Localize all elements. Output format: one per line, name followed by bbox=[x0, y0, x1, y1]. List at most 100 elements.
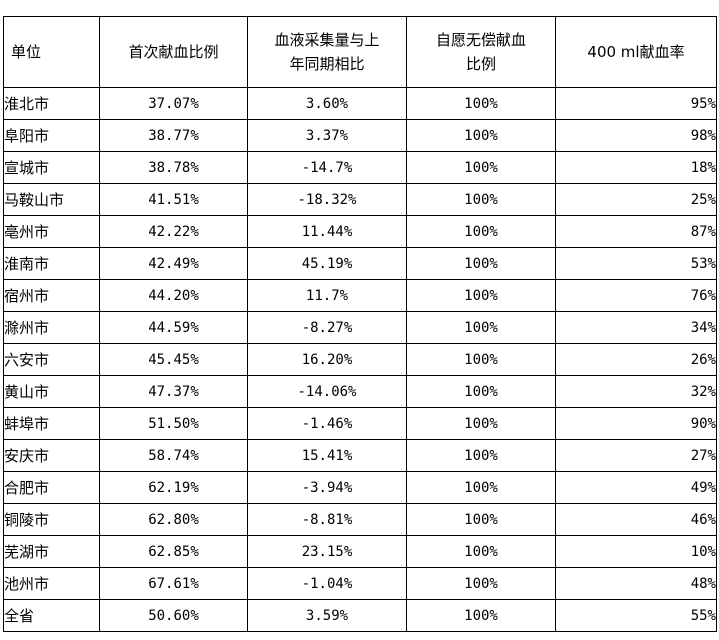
cell-voluntary-ratio: 100% bbox=[406, 87, 556, 120]
table-row: 芜湖市 62.85% 23.15% 100% 10% bbox=[3, 535, 717, 568]
cell-ml400-rate: 27% bbox=[555, 439, 717, 472]
cell-unit: 六安市 bbox=[3, 343, 100, 376]
cell-first-donation-ratio: 50.60% bbox=[99, 599, 248, 632]
cell-first-donation-ratio: 58.74% bbox=[99, 439, 248, 472]
cell-yoy-change: -14.06% bbox=[247, 375, 407, 408]
cell-unit: 宿州市 bbox=[3, 279, 100, 312]
cell-ml400-rate: 25% bbox=[555, 183, 717, 216]
cell-unit: 全省 bbox=[3, 599, 100, 632]
cell-voluntary-ratio: 100% bbox=[406, 119, 556, 152]
cell-ml400-rate: 49% bbox=[555, 471, 717, 504]
column-header-unit: 单位 bbox=[3, 16, 100, 88]
cell-unit: 宣城市 bbox=[3, 151, 100, 184]
cell-yoy-change: 23.15% bbox=[247, 535, 407, 568]
column-header-first-donation-ratio: 首次献血比例 bbox=[99, 16, 248, 88]
table-row: 马鞍山市 41.51% -18.32% 100% 25% bbox=[3, 183, 717, 216]
cell-voluntary-ratio: 100% bbox=[406, 151, 556, 184]
table-row: 合肥市 62.19% -3.94% 100% 49% bbox=[3, 471, 717, 504]
column-header-yoy-change: 血液采集量与上 年同期相比 bbox=[247, 16, 407, 88]
cell-unit: 马鞍山市 bbox=[3, 183, 100, 216]
table-body: 淮北市 37.07% 3.60% 100% 95% 阜阳市 38.77% 3.37% 100% 9… bbox=[3, 87, 717, 632]
cell-yoy-change: -8.81% bbox=[247, 503, 407, 536]
cell-yoy-change: 15.41% bbox=[247, 439, 407, 472]
column-header-voluntary-ratio: 自愿无偿献血 比例 bbox=[406, 16, 556, 88]
table-row: 安庆市 58.74% 15.41% 100% 27% bbox=[3, 439, 717, 472]
cell-ml400-rate: 26% bbox=[555, 343, 717, 376]
cell-ml400-rate: 53% bbox=[555, 247, 717, 280]
cell-yoy-change: 11.7% bbox=[247, 279, 407, 312]
table-row: 铜陵市 62.80% -8.81% 100% 46% bbox=[3, 503, 717, 536]
cell-yoy-change: 11.44% bbox=[247, 215, 407, 248]
cell-voluntary-ratio: 100% bbox=[406, 503, 556, 536]
table-row: 宿州市 44.20% 11.7% 100% 76% bbox=[3, 279, 717, 312]
cell-yoy-change: -1.46% bbox=[247, 407, 407, 440]
cell-yoy-change: -3.94% bbox=[247, 471, 407, 504]
cell-voluntary-ratio: 100% bbox=[406, 311, 556, 344]
cell-unit: 阜阳市 bbox=[3, 119, 100, 152]
cell-ml400-rate: 32% bbox=[555, 375, 717, 408]
table-row: 蚌埠市 51.50% -1.46% 100% 90% bbox=[3, 407, 717, 440]
cell-yoy-change: 45.19% bbox=[247, 247, 407, 280]
column-header-line: 400 ml献血率 bbox=[587, 43, 685, 61]
table-row: 黄山市 47.37% -14.06% 100% 32% bbox=[3, 375, 717, 408]
cell-first-donation-ratio: 42.49% bbox=[99, 247, 248, 280]
cell-first-donation-ratio: 62.85% bbox=[99, 535, 248, 568]
cell-ml400-rate: 34% bbox=[555, 311, 717, 344]
cell-voluntary-ratio: 100% bbox=[406, 343, 556, 376]
column-header-line: 年同期相比 bbox=[289, 55, 365, 73]
cell-unit: 合肥市 bbox=[3, 471, 100, 504]
column-header-line: 自愿无偿献血 bbox=[435, 31, 526, 49]
header-row: 单位 首次献血比例 血液采集量与上 年同期相比 自愿无偿献血 比例 400 ml献血率 bbox=[3, 16, 717, 88]
blood-donation-table: 单位 首次献血比例 血液采集量与上 年同期相比 自愿无偿献血 比例 400 ml献血率 淮北… bbox=[3, 16, 717, 632]
cell-unit: 安庆市 bbox=[3, 439, 100, 472]
cell-yoy-change: -8.27% bbox=[247, 311, 407, 344]
cell-ml400-rate: 95% bbox=[555, 87, 717, 120]
column-header-line: 单位 bbox=[11, 43, 42, 61]
column-header-line: 首次献血比例 bbox=[128, 43, 219, 61]
cell-yoy-change: -18.32% bbox=[247, 183, 407, 216]
column-header-line: 血液采集量与上 bbox=[274, 31, 380, 49]
table-header: 单位 首次献血比例 血液采集量与上 年同期相比 自愿无偿献血 比例 400 ml献血率 bbox=[3, 16, 717, 88]
cell-ml400-rate: 10% bbox=[555, 535, 717, 568]
table-row: 宣城市 38.78% -14.7% 100% 18% bbox=[3, 151, 717, 184]
cell-first-donation-ratio: 38.78% bbox=[99, 151, 248, 184]
cell-unit: 亳州市 bbox=[3, 215, 100, 248]
cell-unit: 池州市 bbox=[3, 567, 100, 600]
cell-voluntary-ratio: 100% bbox=[406, 279, 556, 312]
table-row: 淮北市 37.07% 3.60% 100% 95% bbox=[3, 87, 717, 120]
cell-first-donation-ratio: 44.59% bbox=[99, 311, 248, 344]
cell-unit: 滁州市 bbox=[3, 311, 100, 344]
cell-first-donation-ratio: 37.07% bbox=[99, 87, 248, 120]
cell-yoy-change: 3.60% bbox=[247, 87, 407, 120]
cell-first-donation-ratio: 62.80% bbox=[99, 503, 248, 536]
table-row: 阜阳市 38.77% 3.37% 100% 98% bbox=[3, 119, 717, 152]
table-row: 池州市 67.61% -1.04% 100% 48% bbox=[3, 567, 717, 600]
cell-unit: 黄山市 bbox=[3, 375, 100, 408]
cell-yoy-change: 3.37% bbox=[247, 119, 407, 152]
cell-first-donation-ratio: 62.19% bbox=[99, 471, 248, 504]
cell-yoy-change: -1.04% bbox=[247, 567, 407, 600]
cell-ml400-rate: 18% bbox=[555, 151, 717, 184]
cell-unit: 芜湖市 bbox=[3, 535, 100, 568]
cell-ml400-rate: 46% bbox=[555, 503, 717, 536]
cell-yoy-change: -14.7% bbox=[247, 151, 407, 184]
cell-voluntary-ratio: 100% bbox=[406, 439, 556, 472]
cell-voluntary-ratio: 100% bbox=[406, 247, 556, 280]
cell-voluntary-ratio: 100% bbox=[406, 215, 556, 248]
table-row: 滁州市 44.59% -8.27% 100% 34% bbox=[3, 311, 717, 344]
table-row: 淮南市 42.49% 45.19% 100% 53% bbox=[3, 247, 717, 280]
cell-unit: 淮南市 bbox=[3, 247, 100, 280]
cell-unit: 淮北市 bbox=[3, 87, 100, 120]
cell-ml400-rate: 90% bbox=[555, 407, 717, 440]
cell-first-donation-ratio: 47.37% bbox=[99, 375, 248, 408]
cell-first-donation-ratio: 44.20% bbox=[99, 279, 248, 312]
cell-first-donation-ratio: 45.45% bbox=[99, 343, 248, 376]
cell-voluntary-ratio: 100% bbox=[406, 471, 556, 504]
cell-voluntary-ratio: 100% bbox=[406, 375, 556, 408]
cell-first-donation-ratio: 41.51% bbox=[99, 183, 248, 216]
cell-voluntary-ratio: 100% bbox=[406, 567, 556, 600]
cell-ml400-rate: 55% bbox=[555, 599, 717, 632]
column-header-line: 比例 bbox=[465, 55, 496, 73]
cell-unit: 蚌埠市 bbox=[3, 407, 100, 440]
cell-yoy-change: 16.20% bbox=[247, 343, 407, 376]
